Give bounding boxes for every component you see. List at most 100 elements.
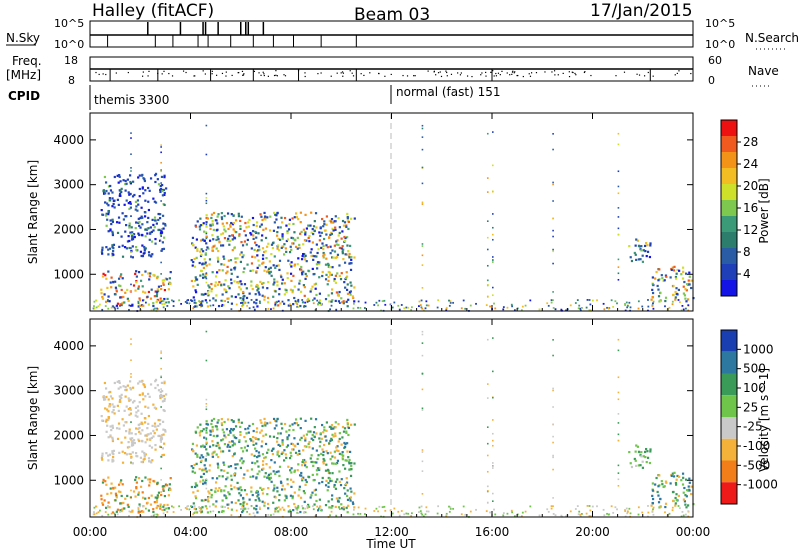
velocity-cell [101,503,105,506]
velocity-cell [250,505,253,507]
power-cell [617,207,620,209]
velocity-cell [157,491,161,494]
nave-dot [284,75,287,77]
velocity-cell [202,428,205,431]
velocity-cell [448,505,450,508]
velocity-cell [325,450,328,453]
velocity-cell [223,420,226,424]
velocity-cell [421,333,424,336]
velocity-cell [687,504,690,507]
velocity-cell [363,513,366,515]
velocity-cell [249,475,252,479]
velocity-cell [240,446,243,450]
colorbar-tick-label: 500 [743,362,766,376]
power-cell [579,309,582,312]
power-cell [445,306,448,309]
power-cell [111,232,114,235]
power-cell [205,242,208,245]
velocity-cell [334,462,337,465]
velocity-cell [664,502,668,505]
power-cell [291,242,294,245]
velocity-cell [321,480,324,484]
velocity-cell [688,477,691,480]
power-cell [306,299,309,301]
velocity-cell [199,456,202,459]
velocity-cell [230,508,234,511]
velocity-cell [288,456,292,460]
velocity-cell [281,427,284,430]
power-cell [664,305,666,308]
power-cell [629,256,632,259]
velocity-cell [154,378,158,381]
power-cell [160,151,162,154]
velocity-cell [449,507,452,510]
power-cell [239,224,242,228]
power-cell [214,284,217,287]
power-cell [200,239,203,242]
power-cell [191,264,194,267]
velocity-cell [195,497,198,500]
power-cell [253,301,256,304]
power-cell [552,181,554,184]
velocity-cell [230,514,233,517]
velocity-cell [142,510,145,513]
power-cell [676,268,679,272]
velocity-cell [322,443,326,447]
colorbar-swatch [721,395,737,417]
velocity-colorbar-label: Velocity [m s^-1] [757,368,771,472]
power-cell [201,300,204,303]
power-cell [101,308,104,311]
velocity-cell [492,467,494,469]
power-cell [130,247,132,249]
power-cell [137,270,141,274]
power-cells [92,124,695,312]
velocity-cell [229,429,232,433]
power-cell [205,202,208,205]
velocity-cell [194,508,197,511]
velocity-cell [135,427,138,430]
colorbar-swatch [721,152,737,168]
power-cell [347,250,350,253]
velocity-cell [279,480,283,483]
velocity-cell [315,449,318,452]
power-cell [203,239,206,242]
velocity-cell [657,501,661,504]
power-cell [223,288,226,291]
velocity-cell [448,510,451,513]
power-cell [275,264,278,268]
velocity-cell [108,405,112,408]
power-cell [119,304,121,307]
power-cell [333,277,336,281]
velocity-cell [329,514,331,517]
velocity-cell [617,422,620,424]
velocity-cell [646,450,649,453]
power-cell [138,233,141,237]
power-cell [263,250,266,254]
velocity-cell [364,507,367,510]
power-cell [286,232,289,235]
velocity-cell [159,505,162,508]
x-tick-label: 00:00 [73,525,108,539]
colorbar-swatch [721,438,737,461]
nsearch-label: N.Search [745,31,799,45]
velocity-cell [256,511,259,514]
velocity-cell [357,506,360,509]
power-cell [129,304,132,307]
power-cell [421,148,424,151]
power-cell [312,273,315,276]
power-cell [117,181,120,184]
power-cell [194,302,197,305]
power-cell [111,205,114,208]
velocity-cell [641,511,644,514]
velocity-cell [223,489,226,492]
velocity-cell [278,444,282,447]
velocity-cell [246,469,249,472]
velocity-cell [105,418,108,421]
power-cell [317,303,320,306]
power-cell [684,288,687,291]
power-cell [254,256,257,259]
velocity-cell [285,445,288,449]
power-cell [664,296,668,299]
power-cell [112,246,115,250]
velocity-cell [668,512,671,515]
